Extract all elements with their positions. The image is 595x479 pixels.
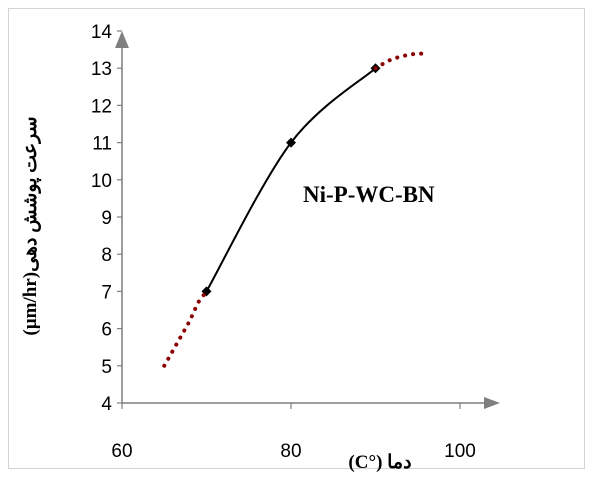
series-layer xyxy=(162,51,429,368)
y-tick-label: 12 xyxy=(91,96,112,117)
axes: 4 5 6 7 8 9 10 11 12 13 14 60 80 100 xyxy=(91,22,500,462)
y-tick-label: 5 xyxy=(101,357,112,378)
y-tick-label: 8 xyxy=(101,245,112,266)
y-tick-label: 14 xyxy=(91,22,113,43)
y-tick-label: 6 xyxy=(101,320,112,341)
x-axis-arrow-icon xyxy=(484,397,500,409)
data-point-marker xyxy=(286,137,296,148)
trend-extension-dotted xyxy=(162,289,209,368)
y-tick-label: 9 xyxy=(101,208,112,229)
y-tick-label: 10 xyxy=(91,171,112,192)
x-axis-label: دما (°C) xyxy=(348,452,411,473)
trend-extension-dotted xyxy=(373,51,429,71)
x-tick-label: 80 xyxy=(280,441,301,462)
y-tick-label: 13 xyxy=(91,59,112,80)
y-tick-label: 7 xyxy=(101,282,112,303)
y-tick-label: 4 xyxy=(101,394,112,415)
x-tick-label: 60 xyxy=(111,441,132,462)
y-axis-label: سرعت پوشش دهی(µm/hr) xyxy=(20,116,41,335)
chart-annotation: Ni-P-WC-BN xyxy=(303,182,435,207)
y-axis-arrow-icon xyxy=(115,31,129,48)
x-tick-label: 100 xyxy=(444,441,476,462)
series-line xyxy=(205,67,377,292)
y-tick-label: 11 xyxy=(92,134,112,155)
chart-frame xyxy=(8,8,585,469)
